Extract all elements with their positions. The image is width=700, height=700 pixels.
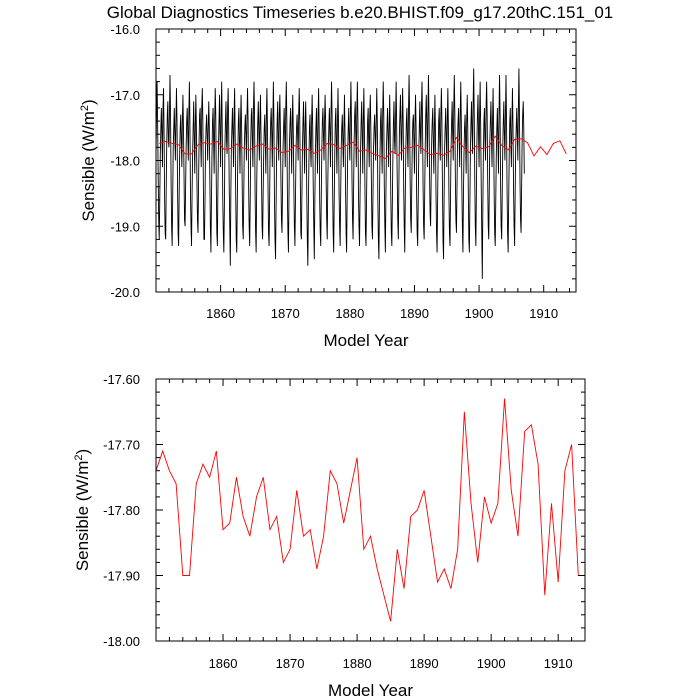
x-tick-label: 1870 (276, 656, 305, 671)
x-tick-label: 1890 (400, 306, 429, 321)
y-axis-label: Sensible (W/m2) (73, 449, 92, 571)
x-axis-label: Model Year (323, 331, 408, 350)
y-axis-label: Sensible (W/m2) (79, 99, 98, 221)
figure-title: Global Diagnostics Timeseries b.e20.BHIS… (107, 3, 614, 22)
x-tick-label: 1900 (465, 306, 494, 321)
y-tick-label: -17.80 (103, 503, 140, 518)
y-tick-label: -16.0 (110, 22, 140, 37)
x-tick-label: 1910 (544, 656, 573, 671)
x-axis-label: Model Year (328, 681, 413, 700)
x-tick-label: 1870 (271, 306, 300, 321)
x-tick-label: 1860 (206, 306, 235, 321)
x-tick-label: 1880 (335, 306, 364, 321)
x-tick-label: 1900 (477, 656, 506, 671)
top-panel: 1860 1870 1880 1890 1900 1910 -20.0 -19.0 -18.0 -… (79, 22, 577, 350)
y-tick-label: -19.0 (110, 219, 140, 234)
bottom-panel: 1860 1870 1880 1890 1900 1910 -18.00 -17.90 -17.… (73, 372, 586, 700)
y-tick-label: -17.0 (110, 88, 140, 103)
y-tick-label: -17.70 (103, 438, 140, 453)
x-tick-label: 1860 (209, 656, 238, 671)
y-tick-label: -17.90 (103, 569, 140, 584)
y-tick-label: -18.0 (110, 154, 140, 169)
series-monthly-line (155, 68, 525, 279)
series-annual-line (155, 398, 579, 622)
x-tick-label: 1910 (529, 306, 558, 321)
series-annual-line (159, 135, 567, 160)
x-tick-label: 1890 (410, 656, 439, 671)
y-tick-label: -18.00 (103, 634, 140, 649)
y-tick-label: -17.60 (103, 372, 140, 387)
x-tick-label: 1880 (343, 656, 372, 671)
y-tick-label: -20.0 (110, 285, 140, 300)
plot-frame (155, 378, 586, 642)
